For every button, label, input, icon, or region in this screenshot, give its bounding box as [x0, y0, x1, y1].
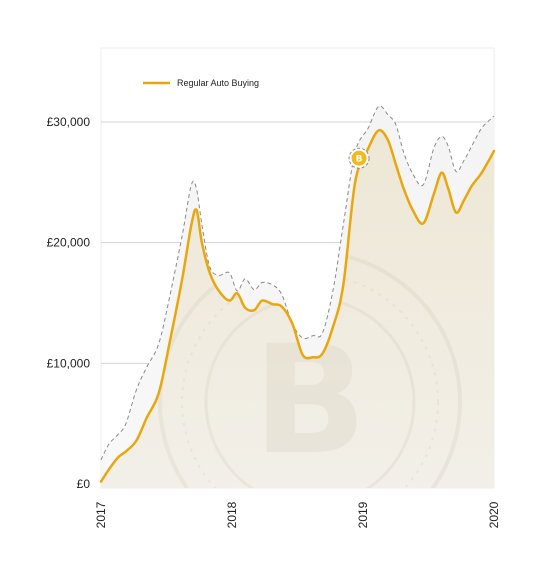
- bitcoin-icon: [351, 150, 367, 166]
- y-tick-label: £0: [77, 477, 91, 491]
- x-tick-label: 2020: [487, 501, 501, 528]
- x-tick-label: 2017: [94, 501, 108, 528]
- legend-label: Regular Auto Buying: [177, 78, 259, 88]
- y-tick-label: £10,000: [47, 356, 91, 370]
- y-tick-label: £20,000: [47, 236, 91, 250]
- x-tick-label: 2018: [225, 501, 239, 528]
- x-axis: 2017 2018 2019 2020: [94, 501, 501, 528]
- envelope-line: [100, 105, 495, 461]
- bitcoin-glyph: B: [356, 154, 363, 164]
- bitcoin-coin-watermark: B: [158, 250, 462, 488]
- y-axis: £0 £10,000 £20,000 £30,000: [47, 115, 91, 491]
- x-tick-label: 2019: [356, 501, 370, 528]
- y-tick-label: £30,000: [47, 115, 91, 129]
- series-area: [101, 130, 494, 488]
- series-line: [99, 128, 496, 483]
- bitcoin-marker: B: [348, 147, 370, 169]
- legend: Regular Auto Buying: [143, 78, 259, 88]
